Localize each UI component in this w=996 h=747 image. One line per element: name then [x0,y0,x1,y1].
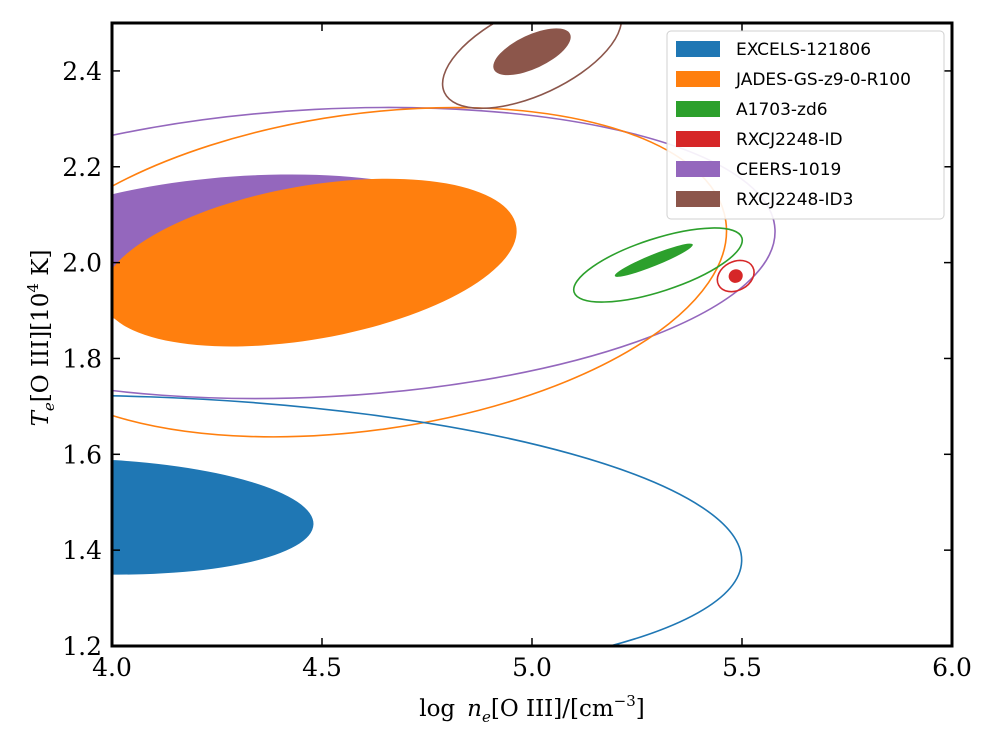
x-tick-label: 4.0 [92,653,132,682]
legend-label-rxcj2248-id: RXCJ2248-ID [736,130,843,150]
y-tick-label: 2.2 [62,153,102,182]
x-tick-label: 6.0 [932,653,972,682]
y-tick-label: 1.4 [62,536,102,565]
y-tick-label: 1.6 [62,440,102,469]
x-axis-title: log ne[O III]/[cm−3] [419,692,645,726]
rxcj2248-id-outer-contour [716,259,755,293]
legend-swatch-jades-gs-z9-0-r100 [676,71,720,87]
legend-swatch-a1703-zd6 [676,101,720,117]
legend-swatch-excels-121806 [676,41,720,57]
y-axis-title-ion: [O III][10 [28,293,54,403]
jades-gs-z9-0-r100-inner-contour [112,178,517,347]
y-axis-title: Te[O III][104 K] [24,250,58,427]
x-axis-title-exp: −3 [614,692,636,710]
y-axis-title-end: K] [28,250,54,283]
x-axis-title-var: n [467,696,482,722]
contour-layer [112,23,776,646]
legend-box [666,30,945,220]
y-tick-label: 2.4 [62,57,102,86]
rxcj2248-id-inner-contour [728,269,743,283]
y-tick-label: 2.0 [62,249,102,278]
x-tick-label: 4.5 [302,653,342,682]
y-axis-title-var: T [28,409,54,426]
legend-label-jades-gs-z9-0-r100: JADES-GS-z9-0-R100 [735,70,911,90]
x-axis-title-ion: [O III]/[cm [491,696,614,722]
legend: EXCELS-121806 JADES-GS-z9-0-R100 A1703-zd6… [666,30,945,220]
x-axis-title-end: ] [636,696,645,722]
legend-label-ceers-1019: CEERS-1019 [736,160,841,180]
x-tick-label: 5.5 [722,653,762,682]
rxcj2248-id3-inner-contour [493,28,571,76]
jades-gs-z9-0-r100-outer-contour [112,106,728,438]
legend-label-excels-121806: EXCELS-121806 [736,40,871,60]
excels-121806-outer-contour [112,394,743,646]
tick-layer: 4.0 4.5 5.0 5.5 6.0 1.2 1.4 1.6 1.8 2.0 2.2 2.4 [62,23,972,682]
y-tick-label: 1.8 [62,344,102,373]
a1703-zd6-outer-contour [572,227,744,303]
legend-label-rxcj2248-id3: RXCJ2248-ID3 [736,190,853,210]
legend-label-a1703-zd6: A1703-zd6 [736,100,828,120]
x-axis-title-sub: e [482,708,491,726]
excels-121806-inner-contour [112,458,314,575]
rxcj2248-id3-outer-contour [441,23,623,110]
x-axis-title-log: log [419,696,455,722]
y-axis-title-exp: 4 [24,283,42,293]
legend-swatch-ceers-1019 [676,161,720,177]
legend-swatch-rxcj2248-id3 [676,191,720,207]
a1703-zd6-inner-contour [614,243,693,277]
legend-swatch-rxcj2248-id [676,131,720,147]
y-axis-title-sub: e [40,402,58,411]
ceers-1019-outer-contour [112,106,776,400]
x-tick-label: 5.0 [512,653,552,682]
y-tick-label: 1.2 [62,632,102,661]
